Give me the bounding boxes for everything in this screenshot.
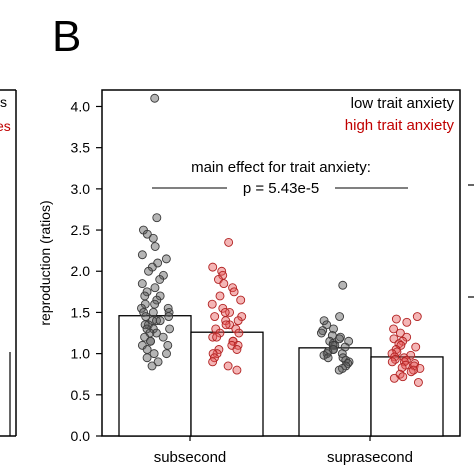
data-point-low: [150, 283, 160, 293]
data-point-high: [234, 328, 244, 338]
data-point-high: [232, 345, 242, 354]
data-point-low: [147, 361, 157, 371]
data-point-low: [137, 250, 147, 260]
data-point-low: [338, 353, 348, 363]
y-tick-label: 3.0: [71, 181, 91, 197]
data-point-high: [208, 357, 218, 367]
data-point-high: [232, 365, 242, 375]
bar-suprasecond-1: [370, 356, 444, 437]
data-point-low: [146, 336, 155, 346]
data-point-low: [148, 307, 158, 317]
data-point-low: [329, 324, 338, 334]
data-point-low: [328, 345, 338, 354]
left-legend-fragment-high: es: [0, 118, 11, 134]
y-tick-label: 4.0: [71, 98, 91, 114]
data-point-high: [236, 295, 246, 305]
data-point-low: [158, 332, 168, 342]
data-point-low: [137, 279, 147, 289]
bar-subsecond-1: [190, 331, 264, 437]
data-point-low: [318, 326, 328, 336]
data-point-low: [323, 353, 333, 363]
data-point-high: [233, 316, 243, 326]
data-point-high: [221, 320, 231, 330]
data-point-high: [411, 342, 421, 352]
data-point-high: [397, 363, 407, 373]
data-point-low: [150, 299, 160, 309]
x-tick-label-suprasecond: suprasecond: [327, 449, 413, 466]
legend-entry-low-trait-anxiety: low trait anxiety: [351, 95, 455, 112]
data-point-high: [215, 291, 225, 301]
data-point-low: [151, 328, 161, 338]
annotation-title: main effect for trait anxiety:: [191, 159, 371, 176]
data-point-low: [165, 324, 175, 334]
data-point-high: [212, 332, 222, 342]
left-panel-fragment: s es: [0, 89, 17, 437]
data-point-low: [161, 254, 171, 264]
data-point-high: [219, 279, 229, 289]
y-tick-label: 3.5: [71, 140, 91, 156]
data-point-low: [316, 328, 326, 338]
data-point-low: [148, 233, 158, 243]
data-point-low: [152, 213, 162, 223]
y-tick-label: 2.0: [71, 263, 91, 279]
right-panel-fragment: [468, 184, 474, 298]
y-axis: 0.0 0.5 1.0 1.5 2.0 2.5 3.0 3.5 4.0: [71, 98, 102, 444]
y-axis-label: reproduction (ratios): [37, 200, 53, 325]
data-point-high: [398, 372, 408, 382]
data-point-high: [208, 262, 218, 272]
data-point-high: [395, 328, 405, 338]
data-point-low: [142, 287, 152, 297]
data-point-low: [164, 312, 174, 321]
bar-suprasecond-0: [298, 347, 372, 437]
data-point-high: [406, 367, 416, 377]
data-point-low: [153, 357, 163, 367]
data-point-high: [391, 314, 401, 324]
plot-frame: [101, 89, 461, 437]
data-point-low: [150, 93, 160, 103]
left-legend-fragment-low: s: [0, 94, 7, 110]
data-point-low: [338, 280, 348, 290]
data-point-high: [412, 312, 422, 321]
data-point-high: [210, 312, 220, 321]
data-point-low: [149, 349, 159, 359]
bars-layer: [118, 315, 444, 437]
data-point-low: [162, 349, 171, 359]
y-tick-label: 1.5: [71, 304, 91, 320]
data-point-high: [387, 357, 397, 367]
data-point-low: [335, 312, 345, 321]
data-point-low: [155, 275, 165, 284]
data-point-low: [142, 229, 152, 239]
y-tick-label: 0.0: [71, 428, 91, 444]
data-point-high: [402, 317, 412, 327]
data-point-low: [144, 266, 153, 276]
y-tick-label: 2.5: [71, 222, 91, 238]
legend-entry-high-trait-anxiety: high trait anxiety: [345, 117, 455, 134]
data-point-high: [389, 373, 399, 383]
data-point-high: [207, 299, 217, 309]
data-point-low: [139, 307, 149, 317]
annotation-pvalue: p = 5.43e-5: [243, 180, 319, 197]
data-point-high: [413, 378, 423, 387]
data-point-high: [223, 361, 233, 371]
data-point-low: [150, 242, 160, 251]
y-tick-label: 1.0: [71, 346, 91, 362]
data-point-low: [137, 303, 146, 313]
data-point-high: [220, 307, 230, 317]
data-point-high: [389, 324, 399, 334]
data-point-low: [334, 365, 344, 375]
data-point-low: [140, 291, 150, 301]
data-point-low: [155, 316, 165, 326]
x-tick-label-subsecond: subsecond: [154, 449, 227, 466]
data-point-low: [163, 340, 173, 350]
x-axis: subsecond suprasecond: [154, 436, 413, 466]
y-tick-label: 0.5: [71, 387, 91, 403]
points-layer: [137, 93, 425, 387]
data-point-low: [142, 353, 152, 363]
data-point-high: [229, 287, 239, 297]
data-point-low: [334, 334, 344, 344]
panel-label: B: [52, 12, 81, 61]
data-point-high: [224, 237, 234, 247]
data-point-low: [152, 295, 162, 305]
